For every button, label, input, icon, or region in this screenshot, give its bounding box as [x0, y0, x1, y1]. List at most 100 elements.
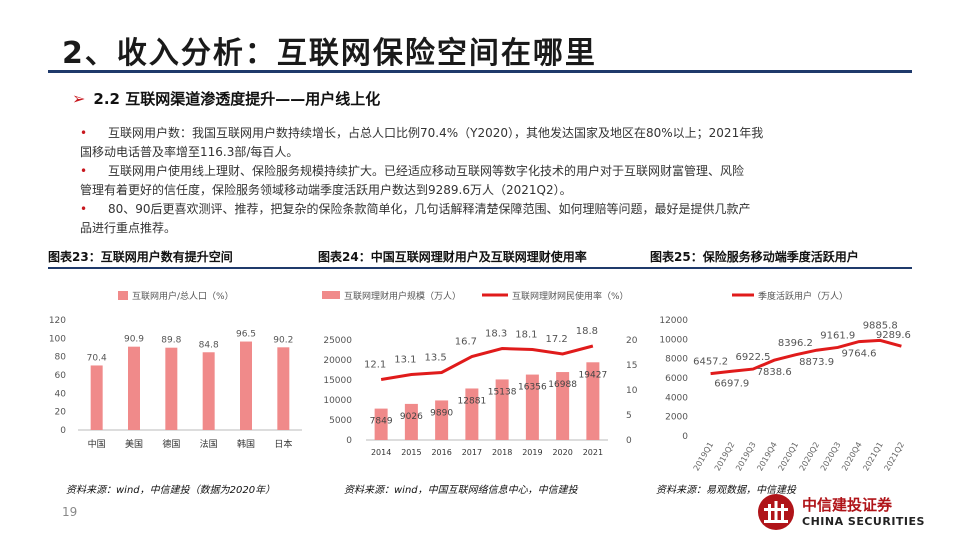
bar — [202, 352, 215, 430]
data-label: 6922.5 — [736, 352, 771, 363]
y-tick-label: 60 — [55, 371, 67, 381]
bar-data-label: 15138 — [488, 387, 517, 397]
bar — [374, 408, 388, 440]
bullet-list: • 互联网用户数：我国互联网用户数持续增长，占总人口比例70.4%（Y2020），… — [80, 124, 912, 238]
section-subtitle: ➢ 2.2 互联网渠道渗透度提升——用户线上化 — [72, 88, 380, 109]
bar — [556, 372, 570, 440]
bullet-dot-icon: • — [80, 202, 88, 216]
y-tick-label: 120 — [49, 316, 66, 326]
y-tick-label-right: 20 — [626, 336, 638, 346]
bullet-dot-icon: • — [80, 164, 88, 178]
line-data-label: 17.2 — [545, 334, 567, 345]
bar — [165, 347, 178, 430]
legend-label: 互联网用户/总人口（%） — [132, 290, 234, 302]
x-tick-label: 中国 — [88, 438, 106, 450]
y-tick-label-left: 0 — [346, 436, 352, 446]
y-tick-label-left: 25000 — [323, 336, 352, 346]
x-tick-label: 美国 — [125, 438, 143, 450]
data-label: 8873.9 — [799, 357, 834, 368]
y-tick-label-right: 0 — [626, 436, 632, 446]
bar — [435, 400, 449, 440]
bar-data-label: 19427 — [579, 370, 608, 380]
data-label: 84.8 — [199, 340, 219, 350]
y-tick-label: 6000 — [665, 374, 688, 384]
x-tick-label: 2019Q4 — [755, 441, 779, 473]
title-divider — [48, 70, 912, 73]
y-tick-label: 40 — [55, 389, 67, 399]
logo-text-en: CHINA SECURITIES — [802, 515, 925, 528]
y-tick-label: 80 — [55, 353, 67, 363]
source-note-25: 资料来源：易观数据，中信建投 — [656, 485, 796, 496]
bar — [90, 365, 103, 430]
bullet-text-cont: 国移动电话普及率增至116.3部/每百人。 — [80, 145, 299, 159]
citic-logo-icon — [758, 494, 794, 530]
data-label: 7838.6 — [757, 367, 792, 378]
bullet-text: 互联网用户使用线上理财、保险服务规模持续扩大。已经适应移动互联网等数字化技术的用… — [108, 164, 745, 178]
y-tick-label: 0 — [60, 426, 66, 436]
chart-caption-24: 图表24：中国互联网理财用户及互联网理财使用率 — [318, 250, 587, 264]
bar-data-label: 16988 — [548, 380, 577, 390]
y-tick-label: 12000 — [659, 316, 688, 326]
x-tick-label: 2017 — [462, 448, 482, 457]
y-tick-label-right: 15 — [626, 361, 637, 371]
line-data-label: 18.8 — [576, 326, 598, 337]
bullet-item: • 互联网用户使用线上理财、保险服务规模持续扩大。已经适应移动互联网等数字化技术的… — [80, 162, 912, 200]
chart-caption-25: 图表25：保险服务移动端季度活跃用户 — [650, 250, 859, 264]
x-tick-label: 2020Q2 — [798, 441, 822, 473]
y-tick-label: 8000 — [665, 355, 688, 365]
bar-data-label: 9026 — [400, 412, 423, 422]
bar — [586, 362, 600, 440]
subtitle-text: 2.2 互联网渠道渗透度提升——用户线上化 — [93, 90, 381, 108]
chart-online-wealth-users: 互联网理财用户规模（万人） 互联网理财网民使用率（%） 0 5000 10000 1500… — [322, 290, 638, 457]
bullet-text-cont: 管理有着更好的信任度，保险服务领域移动端季度活跃用户数达到9289.6万人（20… — [80, 183, 572, 197]
line-data-label: 13.1 — [394, 355, 416, 366]
x-tick-label: 2016 — [431, 448, 451, 457]
bar — [495, 379, 509, 440]
chart-caption-23: 图表23：互联网用户数有提升空间 — [48, 250, 233, 264]
logo-text-cn: 中信建投证券 — [802, 496, 893, 514]
data-label: 6697.9 — [714, 378, 749, 389]
company-logo: 中信建投证券 CHINA SECURITIES — [756, 490, 924, 534]
y-tick-label: 4000 — [665, 393, 688, 403]
data-label: 8396.2 — [778, 338, 813, 349]
arrow-bullet-icon: ➢ — [72, 89, 86, 108]
line-data-label: 18.3 — [485, 329, 507, 340]
bar — [525, 374, 539, 440]
page-number: 19 — [62, 505, 78, 519]
bar-data-label: 16356 — [518, 383, 547, 393]
source-note-23: 资料来源：wind，中信建投（数据为2020年） — [66, 485, 276, 496]
data-label: 9161.9 — [820, 330, 855, 341]
bullet-text: 80、90后更喜欢测评、推荐，把复杂的保险条款简单化，几句话解释清楚保障范围、如… — [108, 202, 751, 216]
bar-data-label: 7849 — [370, 417, 393, 427]
x-tick-label: 2021Q1 — [861, 441, 885, 473]
x-tick-label: 2019Q1 — [692, 441, 716, 473]
bullet-text-cont: 品进行重点推荐。 — [80, 221, 177, 235]
data-label: 89.8 — [161, 336, 181, 346]
data-label: 9885.8 — [863, 320, 898, 331]
x-tick-label: 2021 — [583, 448, 603, 457]
y-tick-label-left: 15000 — [323, 376, 352, 386]
y-tick-label: 0 — [682, 432, 688, 442]
line-data-label: 13.5 — [424, 353, 446, 364]
x-tick-label: 2014 — [371, 448, 391, 457]
y-tick-label-left: 10000 — [323, 396, 352, 406]
chart-insurance-mau: 季度活跃用户（万人） 0 2000 4000 6000 8000 10000 12000 201… — [659, 290, 911, 473]
x-tick-label: 德国 — [162, 438, 180, 450]
bar-data-label: 9890 — [430, 408, 453, 418]
y-tick-label-left: 5000 — [329, 416, 352, 426]
x-tick-label: 2020 — [552, 448, 572, 457]
line-data-label: 12.1 — [364, 360, 386, 371]
x-tick-label: 日本 — [274, 438, 292, 450]
x-tick-label: 2018 — [492, 448, 512, 457]
data-label: 9289.6 — [876, 330, 911, 341]
legend-label-bar: 互联网理财用户规模（万人） — [344, 290, 461, 302]
x-tick-label: 韩国 — [237, 438, 255, 450]
data-label: 96.5 — [236, 330, 256, 340]
x-tick-label: 2019Q3 — [734, 441, 758, 473]
y-tick-label: 2000 — [665, 413, 688, 423]
x-tick-label: 2020Q3 — [819, 441, 843, 473]
series-line — [710, 338, 902, 376]
y-tick-label: 10000 — [659, 335, 688, 345]
bar — [465, 388, 479, 440]
bullet-item: • 80、90后更喜欢测评、推荐，把复杂的保险条款简单化，几句话解释清楚保障范围、… — [80, 200, 912, 238]
